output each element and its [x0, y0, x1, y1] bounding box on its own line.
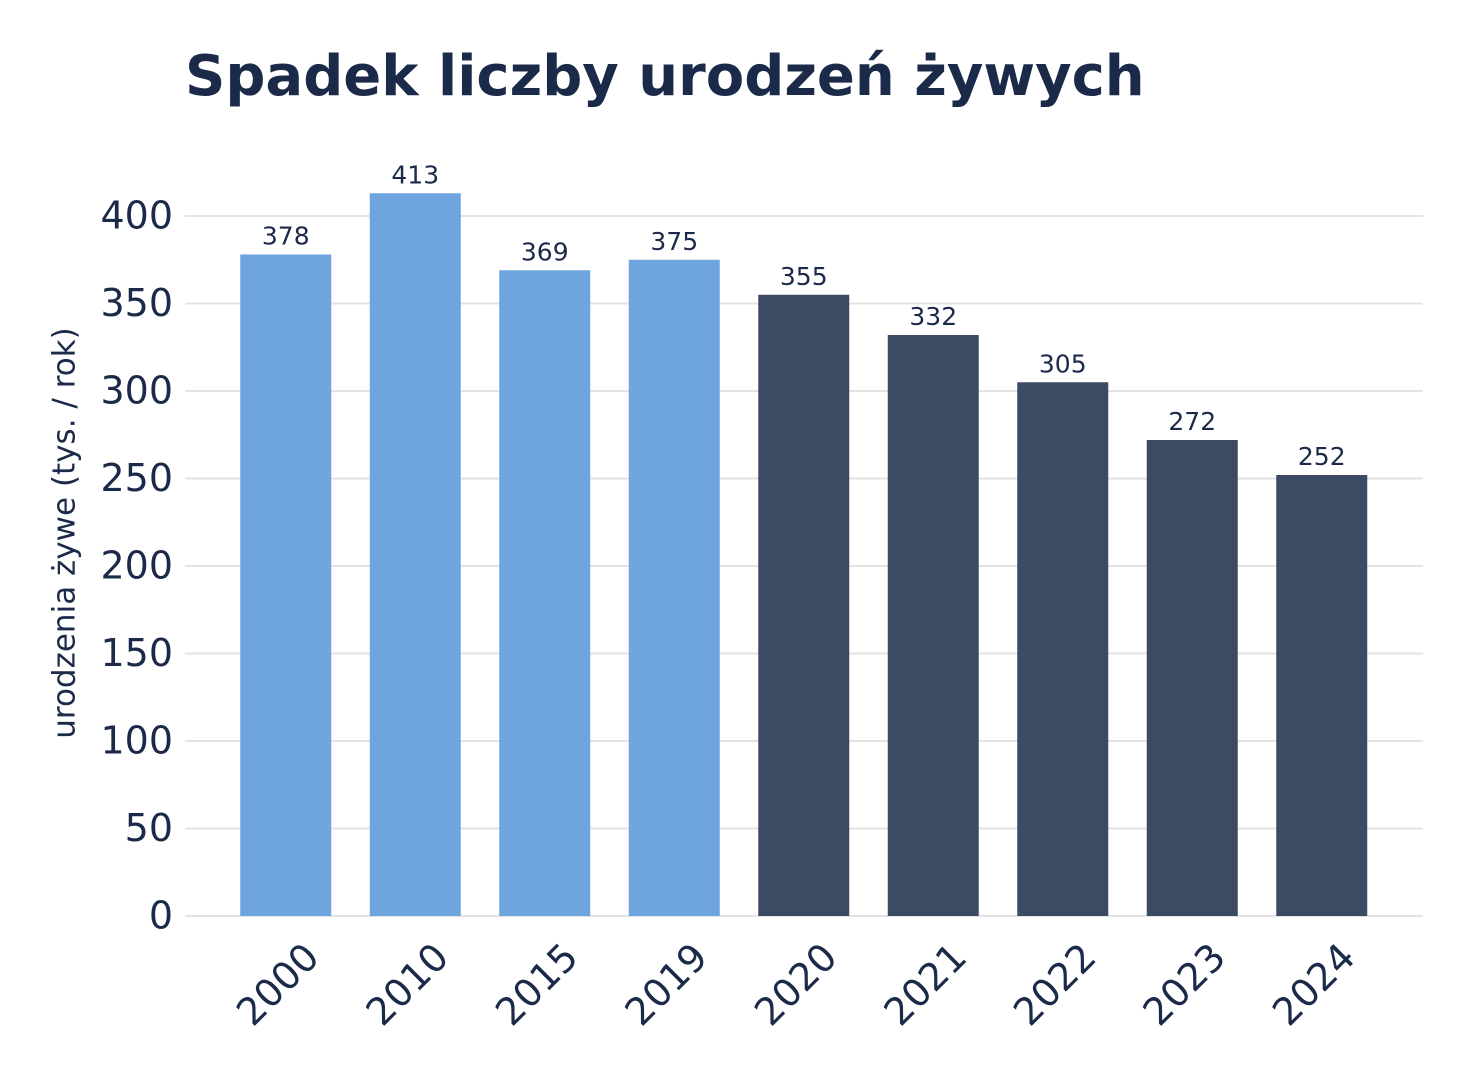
x-tick-label: 2021	[876, 935, 976, 1035]
x-tick-label: 2000	[228, 935, 328, 1035]
x-tick-label: 2010	[358, 935, 458, 1035]
y-tick-label: 50	[125, 806, 173, 850]
y-tick-label: 100	[100, 719, 173, 763]
bar	[1276, 475, 1368, 916]
y-tick-label: 250	[100, 456, 173, 500]
y-tick-label: 200	[100, 544, 173, 588]
y-tick-label: 400	[100, 194, 173, 238]
value-label: 369	[521, 237, 569, 266]
x-tick-label: 2019	[617, 935, 717, 1035]
value-label: 355	[780, 262, 828, 291]
x-tick-label: 2024	[1264, 935, 1364, 1035]
bar	[1017, 382, 1109, 916]
y-tick-label: 350	[100, 281, 173, 325]
value-label: 252	[1298, 442, 1346, 471]
bar	[628, 259, 720, 916]
y-tick-label: 150	[100, 631, 173, 675]
value-label: 305	[1039, 349, 1087, 378]
chart-title: Spadek liczby urodzeń żywych	[185, 44, 1145, 109]
bar	[369, 193, 461, 916]
y-axis-label: urodzenia żywe (tys. / rok)	[47, 327, 83, 739]
bar	[758, 294, 850, 916]
value-label: 272	[1168, 407, 1216, 436]
x-tick-label: 2022	[1005, 935, 1105, 1035]
x-tick-label: 2020	[746, 935, 846, 1035]
x-tick-label: 2023	[1135, 935, 1235, 1035]
y-tick-label: 0	[149, 894, 173, 938]
value-label: 332	[909, 302, 957, 331]
y-tick-label: 300	[100, 369, 173, 413]
value-label: 378	[262, 222, 310, 251]
x-tick-label: 2015	[487, 935, 587, 1035]
value-label: 413	[391, 160, 439, 189]
bar	[1146, 440, 1238, 916]
bar	[240, 254, 332, 916]
bar	[887, 335, 979, 916]
value-label: 375	[650, 227, 698, 256]
bar	[499, 270, 591, 916]
